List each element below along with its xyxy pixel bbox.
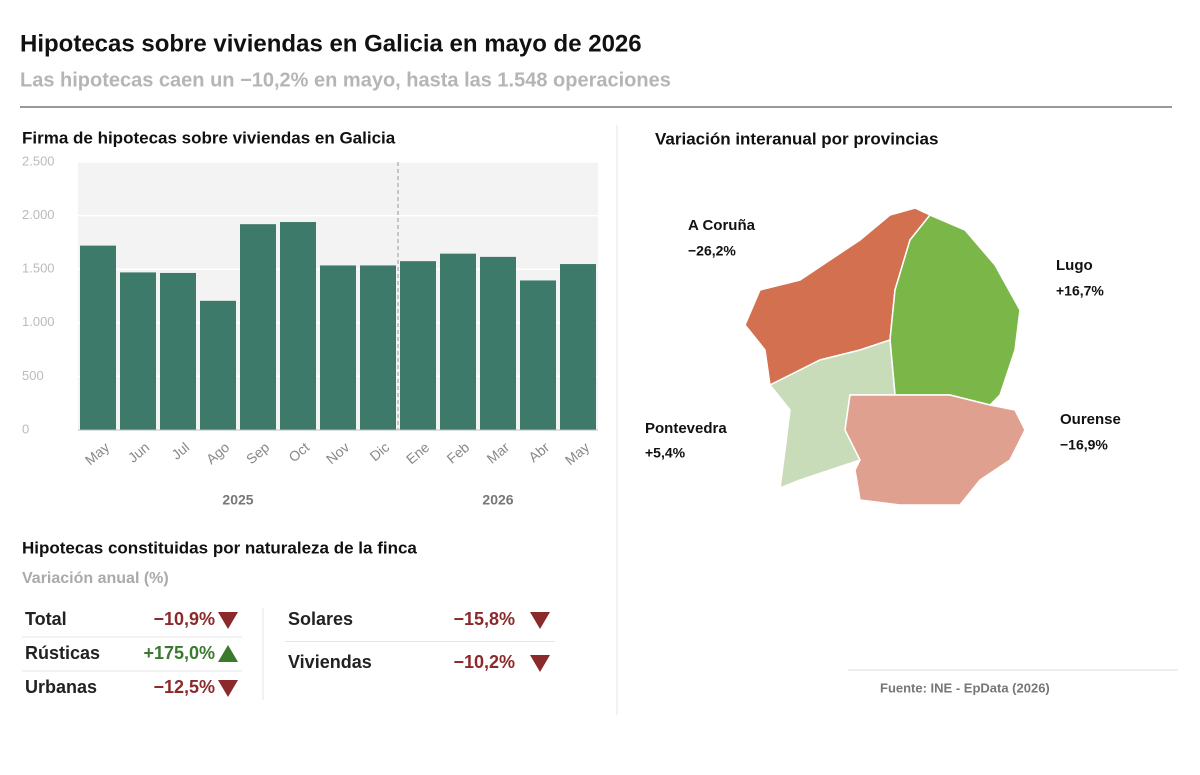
province-value: −16,9% <box>1060 437 1108 453</box>
x-tick-label: Ene <box>403 439 433 467</box>
chart-title: Firma de hipotecas sobre viviendas en Ga… <box>22 128 396 147</box>
year-label: 2025 <box>222 492 253 508</box>
year-label: 2026 <box>482 492 513 508</box>
x-tick-label: Abr <box>525 439 552 465</box>
title: Hipotecas sobre viviendas en Galicia en … <box>20 30 642 57</box>
province-name: A Coruña <box>688 217 756 234</box>
row-label: Solares <box>288 609 353 629</box>
row-label: Urbanas <box>25 677 97 697</box>
row-value: −10,9% <box>153 609 215 629</box>
row-value: −12,5% <box>153 677 215 697</box>
x-tick-label: Jun <box>125 439 153 466</box>
bar <box>360 265 396 430</box>
bar <box>520 280 556 430</box>
province-value: +16,7% <box>1056 283 1104 299</box>
province-name: Ourense <box>1060 411 1121 428</box>
bar <box>320 265 356 430</box>
x-tick-label: Sep <box>243 439 273 467</box>
bar <box>400 261 436 430</box>
bar <box>440 253 476 430</box>
x-tick-label: Feb <box>444 439 473 467</box>
source: Fuente: INE - EpData (2026) <box>880 680 1050 695</box>
bar <box>560 264 596 430</box>
trend-arrow <box>218 645 238 662</box>
bar <box>480 256 516 430</box>
y-tick-label: 1.000 <box>22 314 55 329</box>
x-tick-label: May <box>82 439 113 468</box>
x-tick-label: Dic <box>367 439 393 464</box>
x-tick-label: Oct <box>285 439 312 465</box>
y-tick-label: 0 <box>22 421 29 436</box>
province <box>844 394 1026 506</box>
trend-arrow <box>218 680 238 697</box>
table-subtitle: Variación anual (%) <box>22 570 169 587</box>
trend-arrow <box>530 655 550 672</box>
bar <box>80 245 116 430</box>
row-value: −15,8% <box>453 609 515 629</box>
trend-arrow <box>530 612 550 629</box>
province-name: Lugo <box>1056 257 1093 274</box>
row-label: Rústicas <box>25 643 100 663</box>
x-tick-label: May <box>562 439 593 468</box>
x-tick-label: Ago <box>203 439 233 467</box>
bar <box>120 272 156 430</box>
trend-arrow <box>218 612 238 629</box>
table-title: Hipotecas constituidas por naturaleza de… <box>22 538 417 557</box>
province-value: −26,2% <box>688 243 736 259</box>
y-tick-label: 2.000 <box>22 207 55 222</box>
province-value: +5,4% <box>645 445 686 461</box>
row-value: −10,2% <box>453 652 515 672</box>
bar <box>280 222 316 430</box>
bar <box>240 224 276 430</box>
x-tick-label: Mar <box>484 439 513 467</box>
subtitle: Las hipotecas caen un −10,2% en mayo, ha… <box>20 69 671 91</box>
x-tick-label: Jul <box>168 439 192 463</box>
row-value: +175,0% <box>143 643 215 663</box>
bar <box>200 300 236 430</box>
row-label: Viviendas <box>288 652 372 672</box>
row-label: Total <box>25 609 67 629</box>
y-tick-label: 500 <box>22 368 44 383</box>
bar <box>160 272 196 430</box>
y-tick-label: 2.500 <box>22 153 55 168</box>
map <box>744 207 1026 506</box>
province-name: Pontevedra <box>645 420 727 437</box>
x-tick-label: Nov <box>323 439 352 467</box>
map-title: Variación interanual por provincias <box>655 129 938 148</box>
province <box>889 214 1021 406</box>
y-tick-label: 1.500 <box>22 261 55 276</box>
